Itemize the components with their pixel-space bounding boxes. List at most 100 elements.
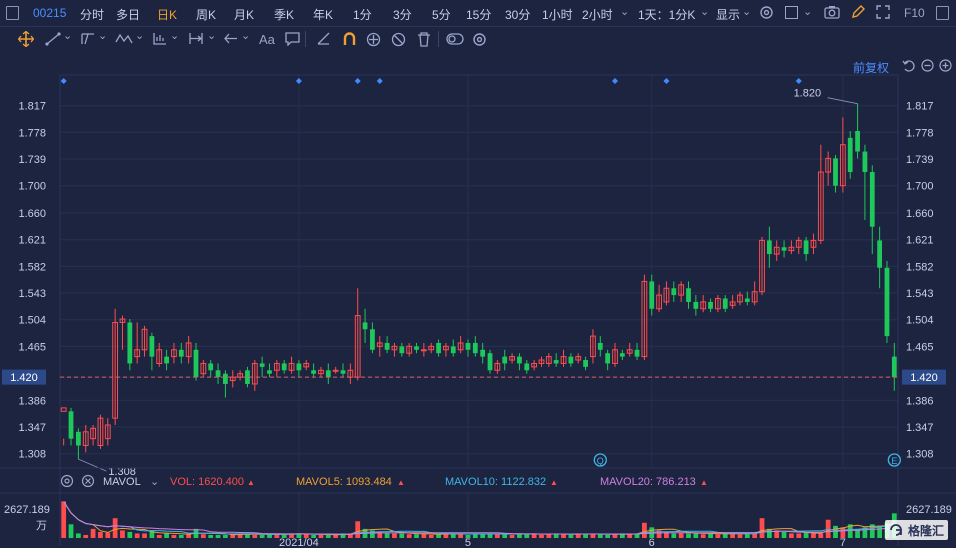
candle-body	[75, 431, 81, 446]
candle-body	[200, 362, 207, 375]
f10-button[interactable]: F10	[904, 6, 925, 20]
low-annotation-line	[78, 458, 107, 472]
settings-icon[interactable]	[759, 5, 774, 20]
compare-icon[interactable]	[446, 33, 464, 45]
tab-5min[interactable]: 5分	[432, 8, 451, 22]
chevron-down-icon[interactable]: ⌄	[135, 30, 145, 42]
low-price-label: 1.308	[108, 466, 136, 478]
volume-close-icon-x	[85, 478, 91, 484]
candle-body	[428, 345, 435, 351]
candle-body	[406, 345, 413, 354]
checkbox-icon[interactable]	[785, 6, 798, 19]
trash-icon[interactable]	[417, 31, 431, 47]
chevron-down-icon[interactable]: ⌄	[700, 6, 710, 18]
chevron-down-icon[interactable]: ⌄	[170, 30, 180, 42]
comment-tool-icon[interactable]	[285, 32, 300, 46]
volume-bar	[186, 533, 192, 538]
tab-monthly-k[interactable]: 月K	[234, 8, 255, 22]
panel-toggle-icon[interactable]	[936, 6, 949, 20]
volume-bar	[502, 533, 508, 538]
sidebar-toggle-icon[interactable]	[6, 6, 19, 20]
y-tick-label: 1.660	[18, 208, 46, 220]
current-price-box-right	[902, 369, 946, 385]
volume-close-icon[interactable]	[81, 474, 95, 488]
gear-icon[interactable]	[472, 32, 487, 47]
chevron-down-icon[interactable]: ⌄	[150, 476, 159, 488]
crosshair-icon[interactable]	[18, 31, 34, 47]
chevron-down-icon[interactable]: ⌄	[63, 30, 73, 42]
candle-body	[605, 353, 611, 364]
candle-body	[480, 349, 486, 357]
tab-multiday[interactable]: 多日	[116, 8, 141, 22]
candle-body	[553, 360, 559, 364]
candle-body	[245, 370, 250, 384]
volume-indicator-select[interactable]: MAVOL	[103, 476, 141, 488]
volume-settings-icon[interactable]	[60, 474, 74, 488]
channel-tool-icon[interactable]	[80, 31, 96, 46]
adjust-mode-select[interactable]: 前复权	[853, 61, 890, 75]
zoom-in-icon[interactable]	[939, 59, 952, 72]
volume-bar	[340, 533, 346, 538]
tab-quarterly-k[interactable]: 季K	[274, 8, 295, 22]
ruler-tool-icon[interactable]	[316, 32, 331, 46]
volume-bar	[744, 533, 750, 538]
display-menu[interactable]: 显示	[716, 8, 741, 22]
volume-bar	[869, 524, 875, 538]
fib-tool-icon[interactable]	[152, 31, 168, 46]
y-tick-label: 1.386	[906, 395, 934, 407]
tab-1hour[interactable]: 1小时	[542, 8, 573, 22]
candle-body	[869, 172, 875, 227]
hide-drawings-icon[interactable]	[391, 32, 406, 47]
lock-drawings-icon[interactable]	[366, 32, 381, 47]
event-marker-q-icon[interactable]	[593, 453, 607, 467]
event-marker-e-icon[interactable]	[887, 453, 901, 467]
stock-symbol[interactable]: 00215	[33, 6, 67, 20]
tab-15min[interactable]: 15分	[466, 8, 492, 22]
candle-body	[502, 356, 508, 364]
zoom-out-icon[interactable]	[921, 59, 934, 72]
volume-bar	[642, 522, 647, 538]
tab-yearly-k[interactable]: 年K	[313, 8, 334, 22]
chevron-down-icon[interactable]: ⌄	[742, 6, 752, 18]
tab-1min[interactable]: 1分	[353, 8, 372, 22]
candle-body	[119, 318, 126, 323]
reset-icon[interactable]	[902, 59, 916, 73]
candle-body	[90, 427, 96, 440]
volume-bar	[200, 534, 206, 538]
candle-body	[597, 342, 603, 350]
candle-body	[795, 239, 802, 248]
tab-intraday[interactable]: 分时	[80, 8, 105, 22]
camera-icon[interactable]	[824, 5, 840, 19]
volume-bar	[237, 533, 243, 538]
chevron-down-icon[interactable]: ⌄	[98, 30, 108, 42]
candle-body	[104, 424, 111, 440]
tab-30min[interactable]: 30分	[505, 8, 531, 22]
wave-tool-icon[interactable]	[115, 32, 133, 46]
chevron-down-icon[interactable]: ⌄	[620, 6, 630, 18]
candle-body	[296, 363, 302, 371]
candle-body	[414, 346, 419, 350]
volume-bar	[428, 534, 434, 538]
y-tick-label: 1.817	[906, 101, 934, 113]
magnet-icon[interactable]	[342, 31, 357, 47]
chevron-down-icon[interactable]: ⌄	[207, 30, 217, 42]
interval-select[interactable]: 1天：1分K	[638, 8, 696, 22]
range-tool-icon[interactable]	[188, 32, 204, 45]
text-tool-icon[interactable]: Aa	[259, 32, 275, 47]
candle-body	[884, 267, 890, 337]
y-tick-label: 1.739	[18, 154, 46, 166]
tab-daily-k[interactable]: 日K	[157, 8, 178, 22]
volume-bar	[833, 525, 838, 538]
x-tick-label: 2021/04	[279, 537, 319, 548]
volume-bar	[105, 532, 111, 538]
arrow-tool-icon[interactable]	[223, 32, 239, 45]
tab-3min[interactable]: 3分	[393, 8, 412, 22]
pencil-icon[interactable]	[851, 4, 866, 19]
tab-2hour[interactable]: 2小时	[582, 8, 613, 22]
fullscreen-icon[interactable]	[876, 5, 890, 19]
chevron-down-icon[interactable]: ⌄	[803, 6, 813, 18]
line-tool-icon[interactable]	[45, 32, 61, 46]
chevron-down-icon[interactable]: ⌄	[241, 30, 251, 42]
tab-weekly-k[interactable]: 周K	[196, 8, 217, 22]
